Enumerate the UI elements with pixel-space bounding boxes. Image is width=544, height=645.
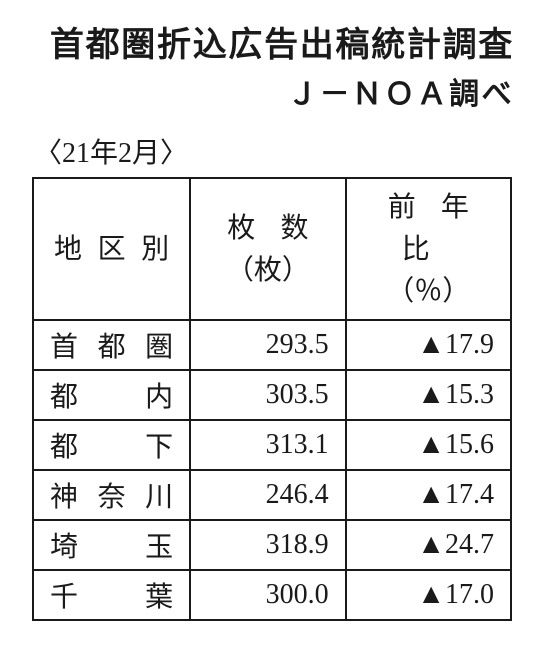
cell-count: 293.5 [190,320,345,370]
cell-yoy: ▲17.9 [346,320,511,370]
table-row: 埼玉 318.9 ▲24.7 [33,520,511,570]
cell-region: 都下 [33,420,190,470]
cell-region: 神奈川 [33,470,190,520]
cell-region: 千葉 [33,570,190,620]
cell-yoy: ▲24.7 [346,520,511,570]
cell-count: 303.5 [190,370,345,420]
cell-count: 300.0 [190,570,345,620]
cell-region: 埼玉 [33,520,190,570]
col-header-yoy: 前年比 （％） [346,178,511,320]
col-header-yoy-label: 前年比 [363,192,495,265]
cell-count: 318.9 [190,520,345,570]
report-period: 〈21年2月〉 [34,131,514,171]
table-header-row: 地区別 枚数 （枚） 前年比 （％） [33,178,511,320]
report-title: 首都圏折込広告出稿統計調査 [30,24,514,67]
table-row: 首都圏 293.5 ▲17.9 [33,320,511,370]
table-row: 千葉 300.0 ▲17.0 [33,570,511,620]
cell-count: 246.4 [190,470,345,520]
col-header-region: 地区別 [33,178,190,320]
stats-table: 地区別 枚数 （枚） 前年比 （％） 首都圏 293.5 ▲17.9 都内 30… [32,177,512,621]
cell-count: 313.1 [190,420,345,470]
col-header-count: 枚数 （枚） [190,178,345,320]
col-header-count-unit: （枚） [195,250,340,292]
cell-yoy: ▲17.4 [346,470,511,520]
cell-region: 首都圏 [33,320,190,370]
cell-yoy: ▲15.6 [346,420,511,470]
col-header-yoy-unit: （％） [351,271,506,313]
col-header-region-label: 地区別 [38,229,185,271]
table-body: 首都圏 293.5 ▲17.9 都内 303.5 ▲15.3 都下 313.1 … [33,320,511,620]
cell-yoy: ▲15.3 [346,370,511,420]
table-row: 都下 313.1 ▲15.6 [33,420,511,470]
col-header-count-label: 枚数 [202,213,334,244]
table-row: 都内 303.5 ▲15.3 [33,370,511,420]
cell-yoy: ▲17.0 [346,570,511,620]
cell-region: 都内 [33,370,190,420]
report-source: Ｊ－ＮＯＡ調べ [30,69,514,113]
table-row: 神奈川 246.4 ▲17.4 [33,470,511,520]
